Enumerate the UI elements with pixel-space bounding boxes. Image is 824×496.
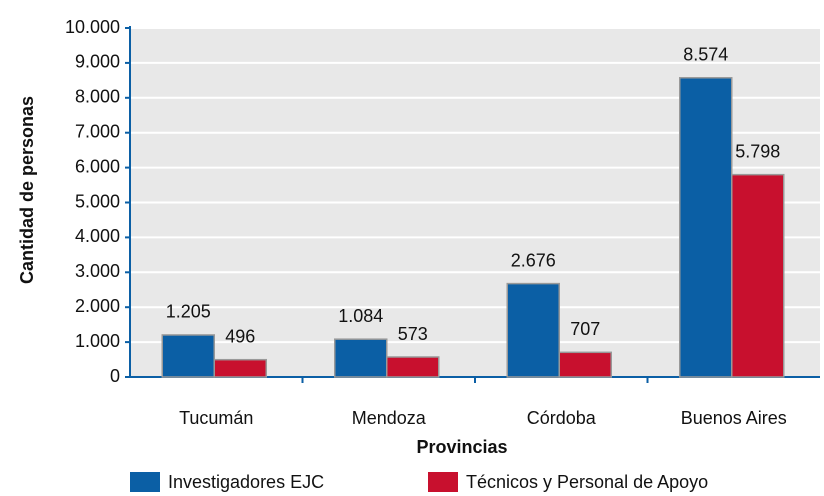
legend-swatch xyxy=(130,472,160,492)
bar xyxy=(506,282,560,378)
bar xyxy=(386,356,440,378)
bar xyxy=(558,351,612,378)
y-tick-label: 8.000 xyxy=(75,87,120,107)
legend-swatch xyxy=(428,472,458,492)
y-tick-label: 2.000 xyxy=(75,296,120,316)
y-tick-label: 5.000 xyxy=(75,191,120,211)
y-tick-label: 10.000 xyxy=(65,17,120,37)
legend-label: Técnicos y Personal de Apoyo xyxy=(466,472,708,492)
bar xyxy=(213,358,267,378)
y-tick-label: 0 xyxy=(110,366,120,386)
data-label: 707 xyxy=(570,319,600,339)
x-tick-label: Córdoba xyxy=(527,408,597,428)
bar xyxy=(679,77,733,378)
data-label: 1.084 xyxy=(338,306,383,326)
data-label: 573 xyxy=(398,324,428,344)
x-tick-label: Tucumán xyxy=(179,408,253,428)
y-tick-label: 9.000 xyxy=(75,52,120,72)
bar xyxy=(334,338,388,378)
x-axis-label: Provincias xyxy=(416,437,507,457)
bar xyxy=(731,173,785,378)
y-tick-label: 4.000 xyxy=(75,226,120,246)
data-label: 8.574 xyxy=(683,45,728,65)
y-tick-label: 1.000 xyxy=(75,331,120,351)
y-tick-label: 7.000 xyxy=(75,121,120,141)
y-tick-label: 6.000 xyxy=(75,156,120,176)
data-label: 1.205 xyxy=(166,302,211,322)
legend-label: Investigadores EJC xyxy=(168,472,324,492)
x-tick-label: Mendoza xyxy=(352,408,427,428)
data-label: 5.798 xyxy=(735,141,780,161)
y-axis-label: Cantidad de personas xyxy=(17,96,37,284)
data-label: 2.676 xyxy=(511,250,556,270)
data-label: 496 xyxy=(225,326,255,346)
x-tick-label: Buenos Aires xyxy=(681,408,787,428)
bar xyxy=(161,334,215,378)
y-tick-label: 3.000 xyxy=(75,261,120,281)
